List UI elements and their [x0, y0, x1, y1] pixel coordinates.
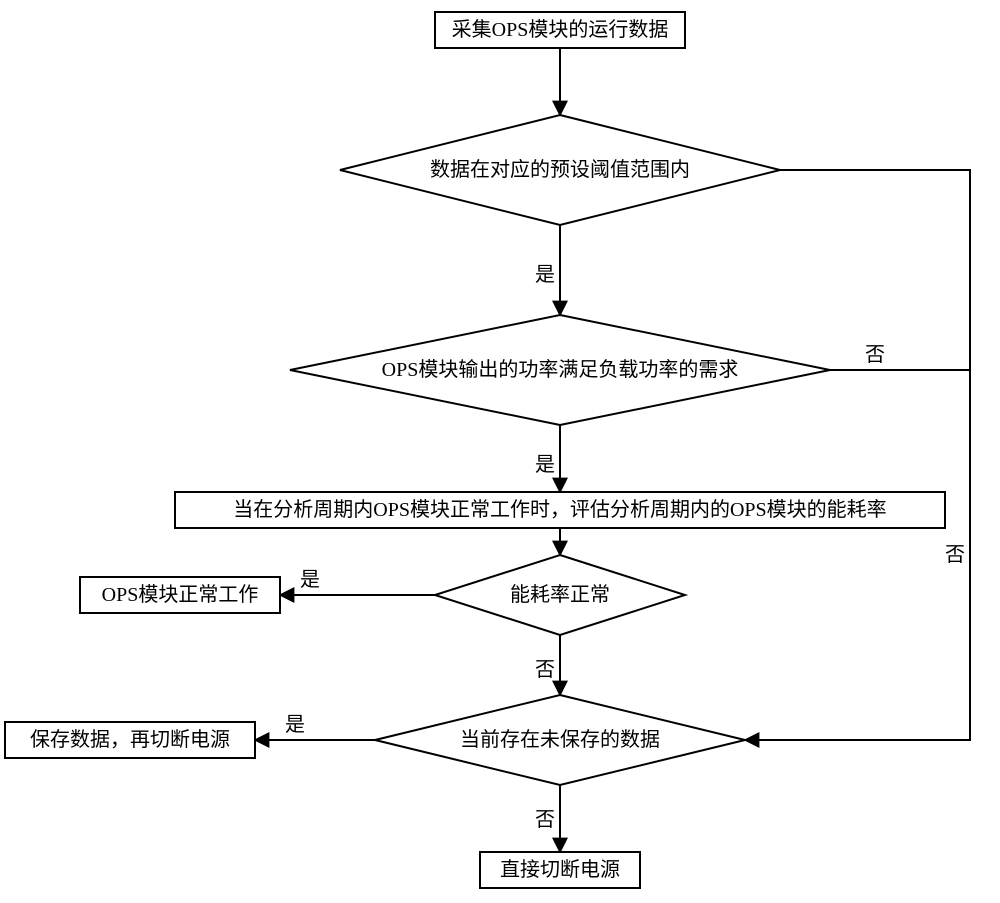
edge-4: 是 [280, 569, 435, 595]
node-label: 数据在对应的预设阈值范围内 [430, 158, 690, 181]
node-n1: 采集OPS模块的运行数据 [435, 12, 685, 48]
node-label: 保存数据，再切断电源 [30, 728, 230, 751]
flowchart-canvas: 是是是否是否否否 采集OPS模块的运行数据数据在对应的预设阈值范围内OPS模块输… [0, 0, 1000, 903]
edge-label: 否 [945, 544, 965, 566]
edge-label: 否 [535, 659, 555, 681]
node-n9: 直接切断电源 [480, 852, 640, 888]
node-label: OPS模块正常工作 [102, 583, 259, 606]
node-label: 当前存在未保存的数据 [460, 728, 660, 751]
node-n8: 保存数据，再切断电源 [5, 722, 255, 758]
edge-label: 是 [285, 714, 305, 736]
node-label: 能耗率正常 [510, 583, 610, 606]
node-label: OPS模块输出的功率满足负载功率的需求 [382, 358, 739, 381]
node-n3: OPS模块输出的功率满足负载功率的需求 [290, 315, 830, 425]
edge-1: 是 [535, 225, 560, 315]
node-n6: OPS模块正常工作 [80, 577, 280, 613]
edge-6: 是 [255, 714, 375, 740]
edge-label: 否 [865, 344, 885, 366]
edge-8: 否 [745, 170, 970, 740]
node-label: 采集OPS模块的运行数据 [452, 18, 669, 41]
node-n4: 当在分析周期内OPS模块正常工作时，评估分析周期内的OPS模块的能耗率 [175, 492, 945, 528]
node-n2: 数据在对应的预设阈值范围内 [340, 115, 780, 225]
edge-label: 是 [535, 264, 555, 286]
nodes-layer: 采集OPS模块的运行数据数据在对应的预设阈值范围内 OPS模块输出的功率满足负载功… [5, 12, 945, 888]
edge-label: 是 [300, 569, 320, 591]
edge-2: 是 [535, 425, 560, 492]
edge-label: 是 [535, 454, 555, 476]
node-n5: 能耗率正常 [435, 555, 685, 635]
edge-5: 否 [535, 635, 560, 695]
node-label: 当在分析周期内OPS模块正常工作时，评估分析周期内的OPS模块的能耗率 [233, 498, 886, 521]
node-n7: 当前存在未保存的数据 [375, 695, 745, 785]
edge-label: 否 [535, 809, 555, 831]
node-label: 直接切断电源 [500, 858, 620, 881]
edge-9: 否 [830, 344, 970, 370]
edge-7: 否 [535, 785, 560, 852]
